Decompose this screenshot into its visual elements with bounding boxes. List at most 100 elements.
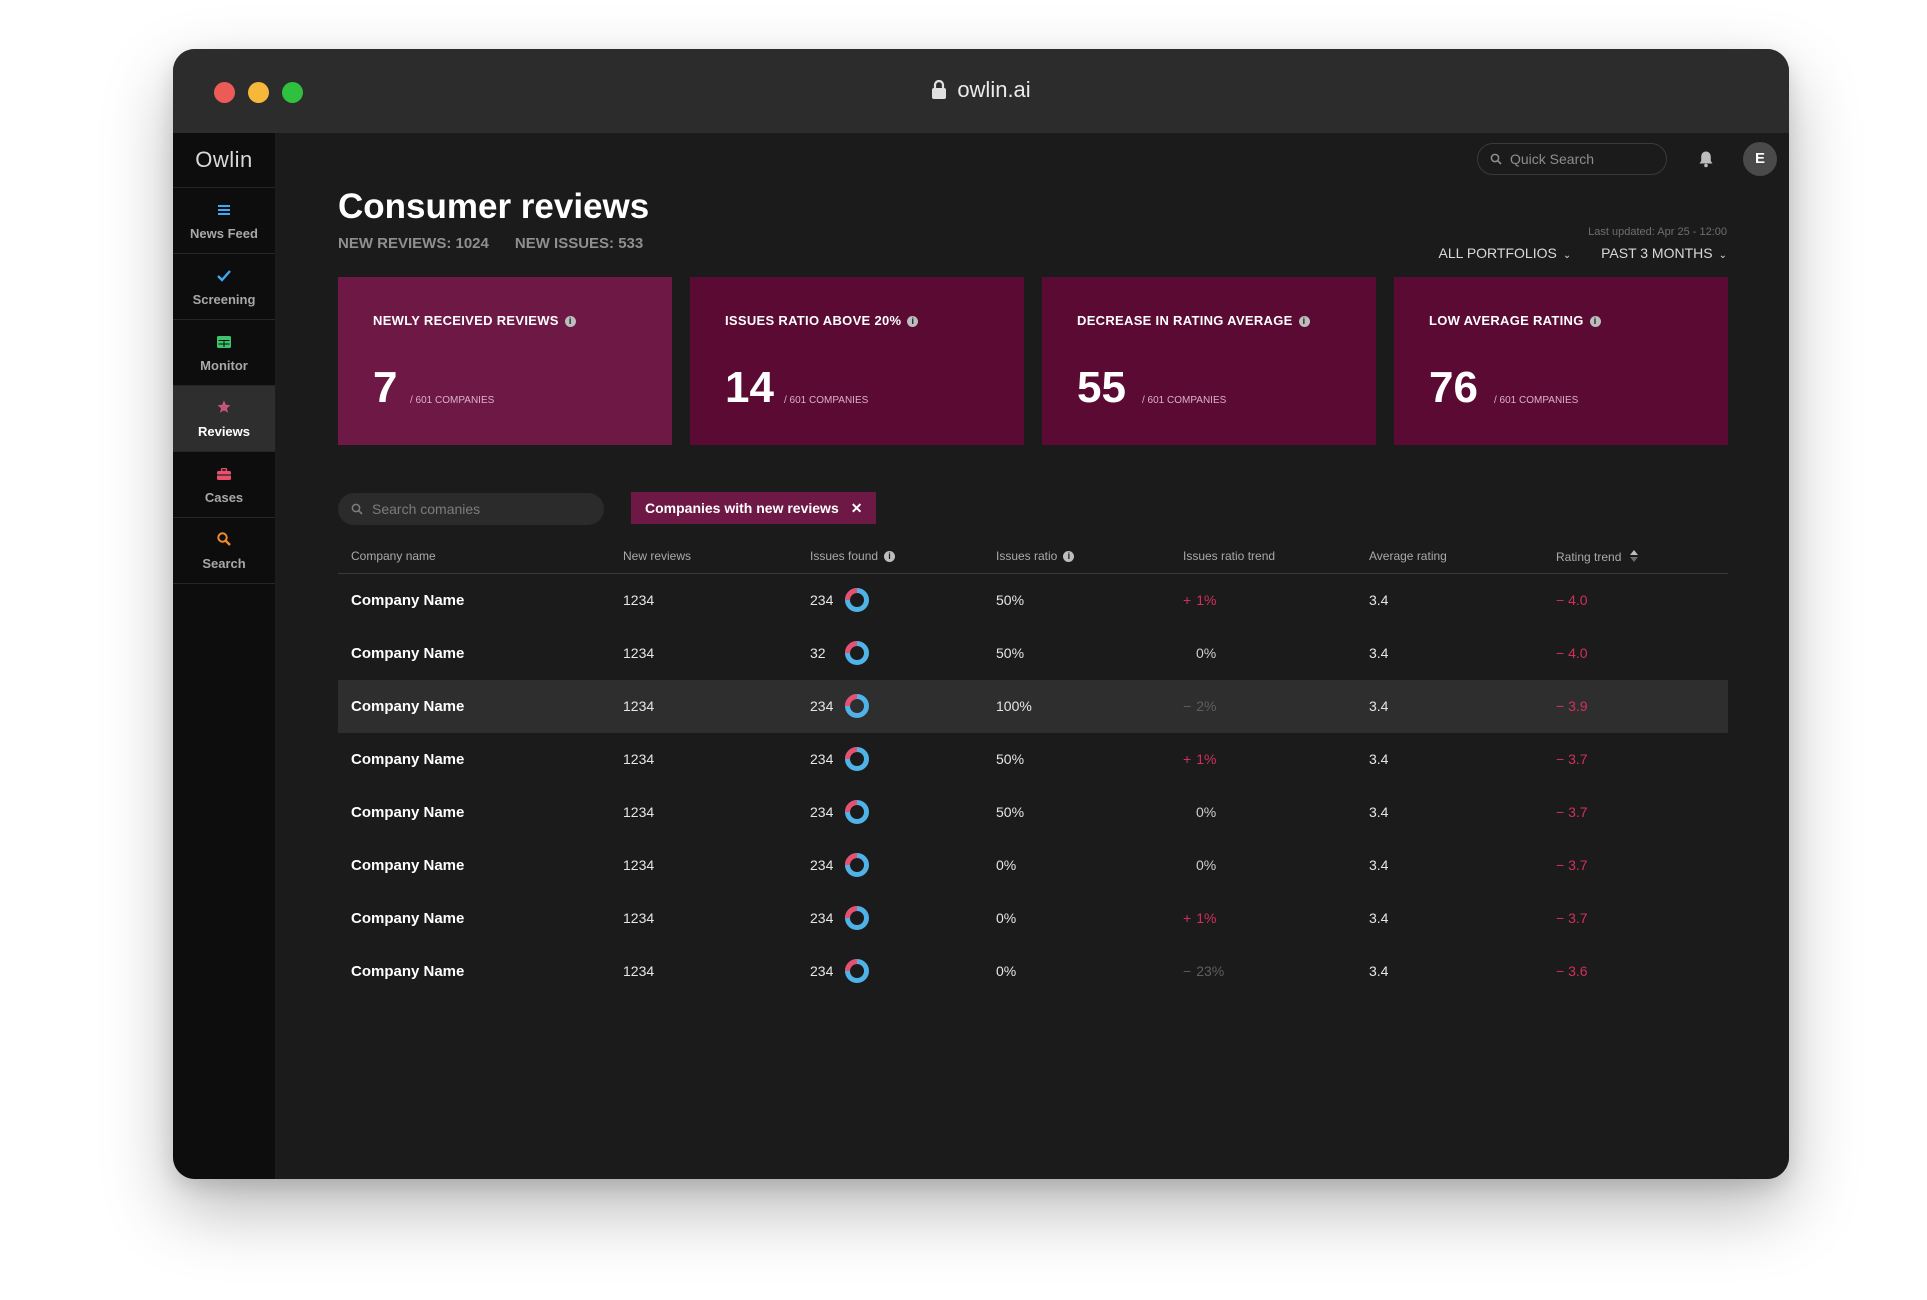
minimize-window-button[interactable] (248, 82, 269, 103)
app-logo[interactable]: Owlin (173, 133, 275, 188)
quick-search-input[interactable]: Quick Search (1477, 143, 1667, 175)
new-reviews-cell: 1234 (623, 963, 655, 979)
last-updated: Last updated: Apr 25 - 12:00 (1588, 226, 1727, 238)
card-title: ISSUES RATIO ABOVE 20% i (725, 313, 919, 328)
table-row[interactable]: Company Name 1234 32 50% 0% 3.4 − 4.0 (338, 627, 1728, 680)
average-rating-cell: 3.4 (1369, 751, 1389, 767)
rating-trend-cell: − 3.7 (1556, 857, 1588, 873)
rating-trend-cell: − 4.0 (1556, 592, 1588, 608)
table-row[interactable]: Company Name 1234 234 100% −2% 3.4 − 3.9 (338, 680, 1728, 733)
new-reviews-cell: 1234 (623, 751, 655, 767)
column-header-issues-ratio[interactable]: Issues ratio i (996, 549, 1075, 563)
card-subtext: / 601 COMPANIES (1494, 395, 1579, 406)
issues-donut-icon (845, 853, 869, 877)
filter-chip-label: Companies with new reviews (645, 500, 839, 516)
trend-value: 0% (1196, 857, 1217, 873)
rating-trend-cell: − 3.6 (1556, 963, 1588, 979)
trend-value: 0% (1196, 804, 1217, 820)
issues-ratio-cell: 50% (996, 645, 1025, 661)
rating-trend-cell: − 3.7 (1556, 910, 1588, 926)
filter-chip-new-reviews[interactable]: Companies with new reviews ✕ (631, 492, 877, 524)
table-row[interactable]: Company Name 1234 234 50% +1% 3.4 − 3.7 (338, 733, 1728, 786)
new-reviews-cell: 1234 (623, 857, 655, 873)
issues-ratio-trend-cell: 0% (1196, 804, 1216, 820)
info-icon[interactable]: i (1063, 551, 1075, 562)
trend-sign: + (1183, 910, 1192, 926)
column-header-company-name[interactable]: Company name (351, 549, 436, 563)
table-row[interactable]: Company Name 1234 234 50% +1% 3.4 − 4.0 (338, 574, 1728, 627)
column-header-average-rating[interactable]: Average rating (1369, 549, 1447, 563)
issues-found-cell: 32 (810, 645, 826, 661)
column-header-new-reviews[interactable]: New reviews (623, 549, 692, 563)
trend-value: 1% (1196, 592, 1217, 608)
company-search-input[interactable]: Search comanies (338, 493, 604, 525)
average-rating-cell: 3.4 (1369, 592, 1389, 608)
card-low-average-rating[interactable]: LOW AVERAGE RATING i 76 / 601 COMPANIES (1394, 277, 1728, 445)
sidebar-item-news-feed[interactable]: News Feed (173, 188, 275, 254)
rating-trend-cell: − 4.0 (1556, 645, 1588, 661)
info-icon[interactable]: i (564, 316, 576, 327)
card-title: LOW AVERAGE RATING i (1429, 313, 1601, 328)
card-issues-ratio[interactable]: ISSUES RATIO ABOVE 20% i 14 / 601 COMPANI… (690, 277, 1024, 445)
page-title: Consumer reviews (338, 187, 650, 226)
issues-donut-icon (845, 906, 869, 930)
average-rating-cell: 3.4 (1369, 804, 1389, 820)
card-subtext: / 601 COMPANIES (410, 395, 495, 406)
card-decrease-in-rating[interactable]: DECREASE IN RATING AVERAGE i 55 / 601 COM… (1042, 277, 1376, 445)
column-header-label: Issues found (810, 549, 879, 563)
info-icon[interactable]: i (1298, 316, 1310, 327)
period-dropdown-label: PAST 3 MONTHS (1601, 245, 1713, 261)
sidebar-item-cases[interactable]: Cases (173, 452, 275, 518)
sidebar-item-monitor[interactable]: Monitor (173, 320, 275, 386)
issues-ratio-cell: 0% (996, 963, 1017, 979)
column-header-issues-ratio-trend[interactable]: Issues ratio trend (1183, 549, 1276, 563)
average-rating-cell: 3.4 (1369, 910, 1389, 926)
sidebar-item-label: Cases (204, 490, 244, 505)
company-name-cell: Company Name (351, 857, 465, 874)
portfolio-dropdown-label: ALL PORTFOLIOS (1438, 245, 1557, 261)
issues-ratio-cell: 0% (996, 910, 1017, 926)
table-row[interactable]: Company Name 1234 234 0% 0% 3.4 − 3.7 (338, 839, 1728, 892)
bell-icon[interactable] (1698, 150, 1714, 168)
info-icon[interactable]: i (1589, 316, 1601, 327)
sidebar-item-screening[interactable]: Screening (173, 254, 275, 320)
address-bar[interactable]: owlin.ai (173, 77, 1789, 103)
column-header-label: Rating trend (1556, 550, 1622, 564)
close-window-button[interactable] (214, 82, 235, 103)
table-row[interactable]: Company Name 1234 234 0% −23% 3.4 − 3.6 (338, 945, 1728, 998)
portfolio-dropdown[interactable]: ALL PORTFOLIOS ⌄ (1439, 245, 1572, 261)
card-value: 7 (373, 363, 398, 412)
company-name-cell: Company Name (351, 963, 465, 980)
issues-ratio-cell: 100% (996, 698, 1032, 714)
table-row[interactable]: Company Name 1234 234 50% 0% 3.4 − 3.7 (338, 786, 1728, 839)
issues-donut-icon (845, 588, 869, 612)
avatar[interactable]: E (1743, 142, 1777, 176)
card-newly-received-reviews[interactable]: NEWLY RECEIVED REVIEWS i 7 / 601 COMPANIE… (338, 277, 672, 445)
issues-found-cell: 234 (810, 857, 834, 873)
maximize-window-button[interactable] (282, 82, 303, 103)
filters: ALL PORTFOLIOS ⌄ PAST 3 MONTHS ⌄ (1413, 245, 1727, 261)
trend-value: 23% (1196, 963, 1225, 979)
sort-icon[interactable] (1629, 549, 1639, 563)
issues-ratio-trend-cell: +1% (1183, 592, 1216, 608)
card-value: 76 (1429, 363, 1478, 412)
card-title-text: LOW AVERAGE RATING (1429, 313, 1584, 328)
card-title-text: DECREASE IN RATING AVERAGE (1077, 313, 1293, 328)
period-dropdown[interactable]: PAST 3 MONTHS ⌄ (1601, 245, 1727, 261)
card-value: 55 (1077, 363, 1126, 412)
company-name-cell: Company Name (351, 751, 465, 768)
rating-trend-cell: − 3.7 (1556, 751, 1588, 767)
column-header-issues-found[interactable]: Issues found i (810, 549, 896, 563)
info-icon[interactable]: i (907, 316, 919, 327)
average-rating-cell: 3.4 (1369, 698, 1389, 714)
sidebar-item-search[interactable]: Search (173, 518, 275, 584)
close-icon[interactable]: ✕ (850, 500, 863, 516)
sidebar-item-reviews[interactable]: Reviews (173, 386, 275, 452)
column-header-rating-trend[interactable]: Rating trend (1556, 549, 1639, 564)
table-row[interactable]: Company Name 1234 234 0% +1% 3.4 − 3.7 (338, 892, 1728, 945)
rating-trend-cell: − 3.7 (1556, 804, 1588, 820)
issues-ratio-trend-cell: +1% (1183, 751, 1216, 767)
info-icon[interactable]: i (884, 551, 896, 562)
table-grid-icon (173, 334, 275, 352)
trend-value: 1% (1196, 751, 1217, 767)
